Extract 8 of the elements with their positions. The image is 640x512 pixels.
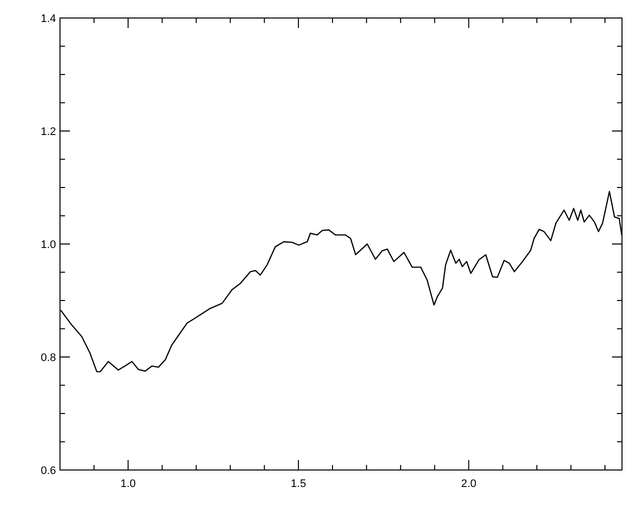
x-tick-label: 1.5: [290, 478, 306, 490]
y-tick-label: 0.6: [40, 465, 56, 477]
x-tick-label: 2.0: [461, 478, 476, 490]
y-tick-label: 1.4: [40, 13, 56, 25]
x-tick-label: 1.0: [120, 478, 136, 490]
y-tick-label: 0.8: [40, 352, 56, 364]
y-tick-label: 1.2: [40, 126, 56, 138]
y-tick-label: 1.0: [40, 239, 56, 251]
